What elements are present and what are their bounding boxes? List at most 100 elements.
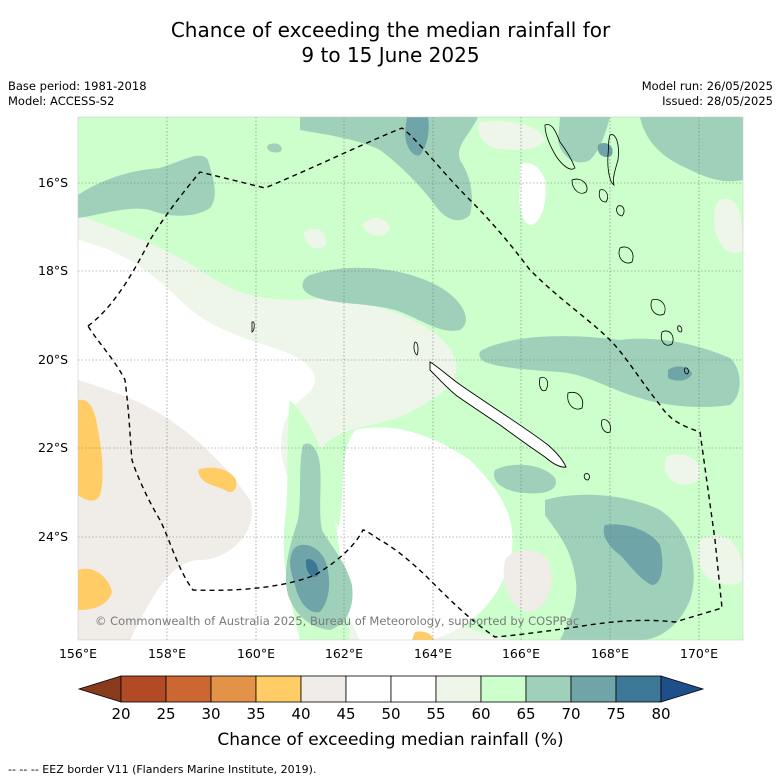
field-55-60-blob bbox=[362, 217, 390, 236]
field-40-45-west bbox=[78, 380, 252, 640]
colorbar bbox=[77, 675, 705, 703]
gridlines bbox=[78, 117, 743, 640]
lat-label-18s: 18°S bbox=[38, 263, 69, 278]
field-55-60-blob-4 bbox=[664, 454, 701, 485]
islet-1 bbox=[601, 419, 611, 433]
chart-title: Chance of exceeding the median rainfall … bbox=[0, 18, 781, 68]
issued-date: Issued: 28/05/2025 bbox=[662, 94, 773, 108]
lon-label-160e: 160°E bbox=[236, 646, 275, 661]
colorbar-box bbox=[300, 675, 347, 703]
field-70-75-southeast bbox=[603, 524, 663, 585]
islet-2 bbox=[583, 473, 590, 481]
field-70-75-east bbox=[668, 366, 692, 381]
colorbar-box bbox=[255, 675, 302, 703]
eez-footnote: -- -- -- EEZ border V11 (Flanders Marine… bbox=[8, 763, 317, 776]
lon-label-158e: 158°E bbox=[147, 646, 186, 661]
lon-label-162e: 162°E bbox=[324, 646, 363, 661]
model-run: Model run: 26/05/2025 bbox=[641, 79, 773, 93]
lon-label-168e: 168°E bbox=[590, 646, 629, 661]
field-50-55-south bbox=[336, 427, 513, 640]
colorbar-tick-label: 70 bbox=[561, 705, 581, 723]
field-55-60-blob-2 bbox=[304, 228, 327, 249]
vanuatu-tanna bbox=[660, 330, 674, 346]
colorbar-tick-label: 20 bbox=[111, 705, 131, 723]
vanuatu-ambrym bbox=[598, 189, 608, 203]
vanuatu-pentecost bbox=[607, 134, 619, 186]
meta-left: Base period: 1981-2018 Model: ACCESS-S2 bbox=[8, 79, 147, 109]
colorbar-tick-label: 40 bbox=[291, 705, 311, 723]
lon-label-166e: 166°E bbox=[501, 646, 540, 661]
lifou-island bbox=[539, 376, 548, 392]
field-65-70-vanuatu-north bbox=[558, 117, 610, 163]
colorbar-box bbox=[435, 675, 482, 703]
field-65-70-northeast bbox=[640, 117, 743, 182]
field-65-70-central bbox=[302, 267, 466, 331]
colorbar-extend-high bbox=[660, 675, 705, 703]
field-75-80 bbox=[305, 559, 319, 577]
rainfall-field bbox=[78, 117, 743, 640]
colorbar-tick-label: 35 bbox=[246, 705, 266, 723]
colorbar-box bbox=[120, 675, 167, 703]
field-65-70-northwest bbox=[78, 155, 215, 218]
colorbar-tick-label: 25 bbox=[156, 705, 176, 723]
title-line-2: 9 to 15 June 2025 bbox=[301, 43, 480, 67]
new-caledonia-outline bbox=[429, 361, 567, 468]
field-65-70-southeast bbox=[545, 494, 694, 640]
map-frame bbox=[77, 116, 744, 641]
field-65-70-loyalty bbox=[494, 464, 556, 494]
meta-right: Model run: 26/05/2025 Issued: 28/05/2025 bbox=[642, 79, 773, 109]
field-55-60-blob-5 bbox=[697, 535, 743, 585]
field-70-75-north bbox=[405, 117, 429, 156]
colorbar-tick-label: 60 bbox=[471, 705, 491, 723]
field-65-70-north bbox=[300, 117, 478, 221]
field-35-40-south bbox=[412, 631, 434, 640]
eez-border bbox=[87, 127, 723, 638]
colorbar-box bbox=[525, 675, 572, 703]
colorbar-tick-label: 75 bbox=[606, 705, 626, 723]
lon-label-164e: 164°E bbox=[413, 646, 452, 661]
vanuatu-efate bbox=[618, 246, 634, 264]
colorbar-box bbox=[210, 675, 257, 703]
colorbar-box bbox=[390, 675, 437, 703]
islet-4 bbox=[251, 321, 255, 333]
vanuatu-erromango bbox=[650, 298, 666, 316]
lon-label-156e: 156°E bbox=[58, 646, 97, 661]
copyright-notice: © Commonwealth of Australia 2025, Bureau… bbox=[95, 614, 580, 628]
vanuatu-epi bbox=[616, 205, 625, 217]
field-65-70-east bbox=[479, 336, 740, 408]
lat-label-24s: 24°S bbox=[38, 529, 69, 544]
lat-label-22s: 22°S bbox=[38, 440, 69, 455]
base-period: Base period: 1981-2018 bbox=[8, 79, 147, 93]
colorbar-box bbox=[570, 675, 617, 703]
field-35-40-centre bbox=[198, 467, 237, 492]
field-70-75-southcentral bbox=[290, 544, 330, 613]
colorbar-tick-label: 45 bbox=[336, 705, 356, 723]
colorbar-extend-low bbox=[77, 675, 122, 703]
colorbar-tick-label: 80 bbox=[651, 705, 671, 723]
field-35-40-southwest bbox=[78, 568, 112, 610]
colorbar-tick-label: 50 bbox=[381, 705, 401, 723]
colorbar-tick-label: 55 bbox=[426, 705, 446, 723]
islet-3 bbox=[413, 341, 419, 356]
vanuatu-malekula bbox=[571, 178, 588, 194]
colorbar-tick-label: 30 bbox=[201, 705, 221, 723]
model-name: Model: ACCESS-S2 bbox=[8, 94, 115, 108]
field-40-45-south bbox=[503, 550, 552, 612]
title-line-1: Chance of exceeding the median rainfall … bbox=[170, 18, 611, 42]
lat-label-20s: 20°S bbox=[38, 352, 69, 367]
colorbar-box bbox=[480, 675, 527, 703]
colorbar-box bbox=[345, 675, 392, 703]
field-35-40-west bbox=[78, 399, 103, 501]
field-55-60-blob-6 bbox=[714, 198, 743, 254]
vanuatu-aniwa bbox=[677, 325, 683, 333]
field-50-55-blob-1 bbox=[519, 163, 546, 225]
lat-label-16s: 16°S bbox=[38, 175, 69, 190]
vanuatu-aneityum bbox=[684, 367, 689, 375]
field-55-60-blob-3 bbox=[478, 120, 545, 150]
mare-island bbox=[567, 391, 584, 410]
field-65-70-small bbox=[267, 143, 282, 153]
colorbar-label: Chance of exceeding median rainfall (%) bbox=[217, 730, 564, 750]
lon-label-170e: 170°E bbox=[679, 646, 718, 661]
colorbar-box bbox=[615, 675, 662, 703]
